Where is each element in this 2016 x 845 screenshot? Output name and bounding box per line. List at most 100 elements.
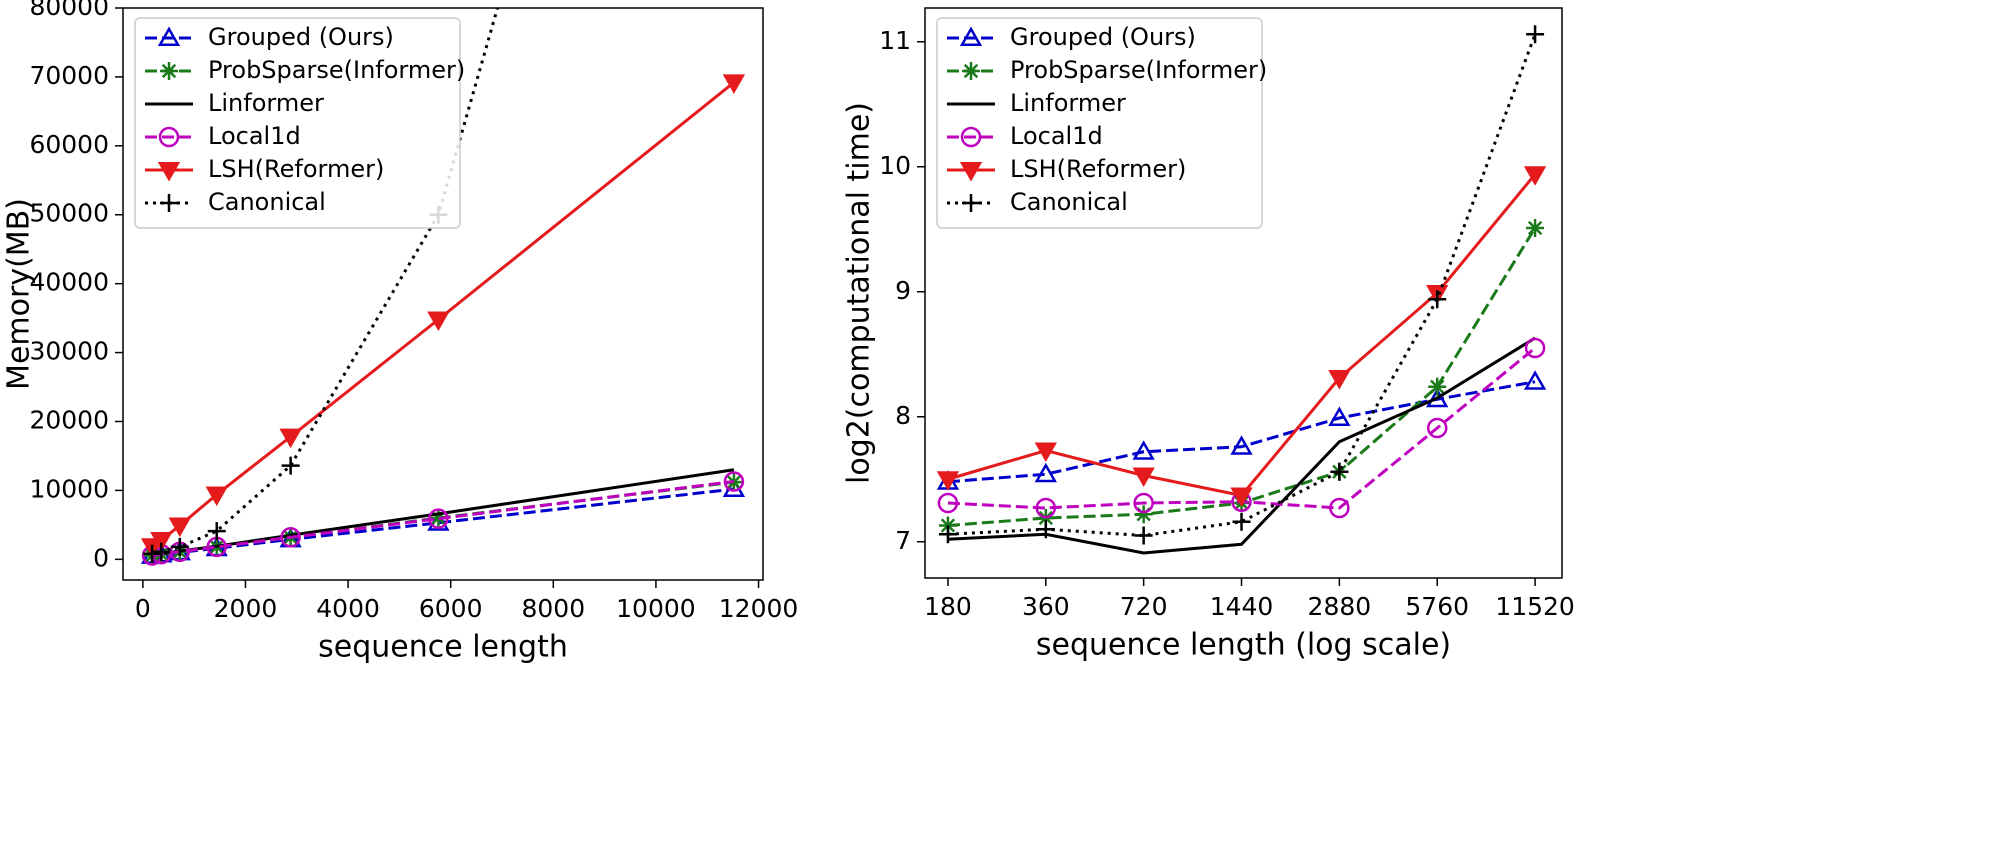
y-tick-label: 7	[895, 526, 911, 555]
y-axis-label: log2(computational time)	[842, 102, 877, 484]
marker	[962, 194, 980, 212]
marker	[1133, 492, 1154, 514]
y-tick-label: 50000	[29, 199, 109, 228]
marker	[1523, 370, 1547, 390]
y-tick-label: 11	[879, 26, 911, 55]
y-tick-label: 30000	[29, 337, 109, 366]
x-tick-label: 360	[1022, 592, 1070, 621]
x-axis-label: sequence length	[318, 630, 568, 665]
marker	[1523, 166, 1547, 186]
marker	[962, 62, 980, 80]
x-tick-label: 180	[924, 592, 972, 621]
legend-label: Canonical	[1010, 188, 1128, 216]
marker	[1428, 377, 1447, 396]
marker	[1034, 462, 1057, 483]
marker	[1329, 497, 1350, 519]
marker	[1132, 467, 1155, 488]
y-tick-label: 9	[895, 276, 911, 305]
marker	[207, 522, 226, 541]
marker	[1328, 370, 1351, 390]
axes-frame	[122, 7, 764, 581]
marker	[157, 162, 181, 182]
x-tick-label: 0	[135, 594, 151, 623]
x-tick-label: 5760	[1405, 592, 1469, 621]
marker	[1036, 520, 1055, 539]
marker	[152, 542, 171, 561]
x-tick-label: 12000	[719, 594, 799, 623]
x-tick-label: 720	[1120, 592, 1168, 621]
marker	[429, 508, 448, 527]
marker	[959, 162, 983, 182]
marker	[959, 26, 983, 46]
marker	[150, 532, 173, 552]
marker	[168, 517, 191, 538]
legend-label: ProbSparse(Informer)	[208, 56, 465, 84]
marker	[1132, 440, 1155, 460]
marker	[281, 456, 300, 475]
marker	[279, 428, 302, 449]
legend-label: LSH(Reformer)	[208, 155, 384, 183]
legend-box	[134, 17, 461, 229]
legend-box	[936, 17, 1263, 229]
marker	[143, 544, 162, 563]
legend-label: Grouped (Ours)	[1010, 23, 1196, 51]
marker	[169, 541, 191, 562]
marker	[280, 527, 301, 548]
marker	[206, 536, 227, 558]
x-tick-label: 10000	[616, 594, 696, 623]
marker	[723, 471, 745, 492]
x-tick-label: 6000	[419, 594, 483, 623]
marker	[160, 194, 178, 212]
y-tick-label: 8	[895, 401, 911, 430]
legend-label: Local1d	[208, 122, 301, 150]
axes-frame	[924, 7, 1563, 579]
x-tick-label: 2880	[1308, 592, 1372, 621]
y-tick-label: 20000	[29, 405, 109, 434]
marker	[1524, 337, 1546, 359]
y-tick-label: 10000	[29, 474, 109, 503]
legend-label: Grouped (Ours)	[208, 23, 394, 51]
y-tick-label: 40000	[29, 268, 109, 297]
marker	[1134, 526, 1153, 545]
legend-label: Canonical	[208, 188, 326, 216]
x-tick-label: 11520	[1495, 592, 1575, 621]
y-tick-label: 70000	[29, 61, 109, 90]
y-tick-label: 0	[93, 543, 109, 572]
marker	[1426, 387, 1449, 408]
marker	[160, 62, 178, 80]
marker	[936, 471, 960, 491]
plot-area: 180 360 720 1440 2880 5760 11520 7 8 9 10 11 sequenc…	[842, 7, 1575, 663]
marker	[427, 311, 450, 332]
y-axis-label: Memory(MB)	[2, 198, 37, 390]
marker	[170, 537, 189, 556]
marker	[157, 26, 181, 46]
marker	[1230, 487, 1253, 508]
x-tick-label: 1440	[1210, 592, 1274, 621]
marker	[960, 126, 982, 148]
marker	[1034, 442, 1057, 463]
x-tick-label: 2000	[214, 594, 278, 623]
legend-label: LSH(Reformer)	[1010, 155, 1186, 183]
series-line	[947, 380, 1536, 484]
marker	[938, 525, 957, 544]
marker	[1232, 512, 1251, 531]
marker	[1230, 435, 1253, 455]
plot-area: 0 2000 4000 6000 8000 10000 12000 0 10000 20000 30…	[2, 0, 799, 665]
x-tick-label: 4000	[316, 594, 380, 623]
legend-label: Local1d	[1010, 122, 1103, 150]
marker	[1428, 290, 1447, 309]
marker	[722, 74, 746, 94]
marker	[1035, 497, 1057, 519]
legend-label: Linformer	[208, 89, 324, 117]
marker	[1134, 505, 1153, 524]
marker	[1526, 219, 1545, 237]
x-axis-label: sequence length (log scale)	[1036, 628, 1451, 663]
marker	[937, 492, 959, 514]
marker	[1426, 417, 1448, 439]
marker	[205, 486, 228, 507]
series-line	[151, 479, 735, 558]
marker	[1526, 25, 1545, 44]
y-tick-label: 60000	[29, 130, 109, 159]
marker	[1328, 406, 1351, 426]
